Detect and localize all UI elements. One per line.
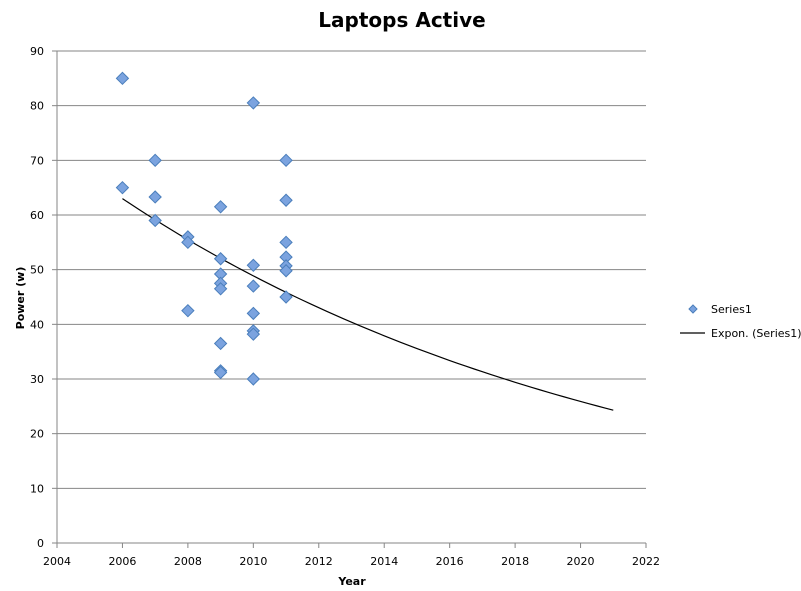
- x-tick-label: 2012: [305, 555, 333, 568]
- data-point: [279, 153, 293, 168]
- legend: Series1 Expon. (Series1): [680, 303, 801, 340]
- y-tick-labels: 0 10 20 30 40 50 60 70 80 90: [30, 45, 44, 550]
- data-point: [246, 279, 261, 293]
- data-point: [246, 327, 261, 341]
- data-point: [115, 180, 130, 195]
- x-tick-label: 2006: [108, 555, 136, 568]
- data-point: [181, 235, 195, 250]
- x-tick-label: 2004: [43, 555, 71, 568]
- data-point: [213, 336, 228, 351]
- x-axis-title: Year: [337, 575, 366, 588]
- data-point: [246, 258, 261, 273]
- x-tick-label: 2022: [632, 555, 660, 568]
- y-tick-label: 30: [30, 373, 44, 386]
- y-tick-label: 40: [30, 318, 44, 331]
- axes: [52, 50, 647, 548]
- data-point: [148, 190, 162, 204]
- data-point: [213, 200, 228, 214]
- data-point: [213, 365, 228, 380]
- x-tick-label: 2014: [370, 555, 398, 568]
- data-point: [279, 264, 293, 278]
- data-point: [246, 306, 261, 321]
- data-point: [279, 235, 293, 250]
- y-tick-label: 20: [30, 428, 44, 441]
- y-tick-label: 80: [30, 100, 44, 113]
- data-points: [115, 71, 293, 386]
- legend-label-series1: Series1: [711, 303, 752, 316]
- data-point: [115, 71, 130, 86]
- data-point: [213, 282, 228, 296]
- x-tick-label: 2016: [436, 555, 464, 568]
- y-tick-label: 50: [30, 264, 44, 277]
- legend-marker-series1: [688, 304, 698, 314]
- y-tick-label: 90: [30, 45, 44, 58]
- data-point: [181, 303, 195, 318]
- trendline-exponential: [122, 198, 614, 411]
- y-axis-title: Power (w): [14, 267, 27, 330]
- y-tick-label: 0: [37, 537, 44, 550]
- x-tick-label: 2010: [239, 555, 267, 568]
- gridlines: [57, 50, 646, 489]
- data-point: [279, 290, 293, 304]
- chart-title: Laptops Active: [318, 8, 485, 32]
- x-tick-label: 2020: [567, 555, 595, 568]
- data-point: [279, 193, 293, 207]
- y-tick-label: 10: [30, 482, 44, 495]
- data-point: [246, 96, 261, 110]
- y-tick-label: 60: [30, 209, 44, 222]
- x-tick-label: 2018: [501, 555, 529, 568]
- data-point: [213, 252, 228, 266]
- x-tick-labels: 2004 2006 2008 2010 2012 2014 2016 2018 2020 2022: [43, 555, 660, 568]
- data-point: [148, 153, 162, 168]
- y-tick-label: 70: [30, 154, 44, 167]
- x-tick-label: 2008: [174, 555, 202, 568]
- data-point: [148, 213, 162, 228]
- legend-label-trendline: Expon. (Series1): [711, 327, 801, 340]
- data-point: [246, 372, 261, 386]
